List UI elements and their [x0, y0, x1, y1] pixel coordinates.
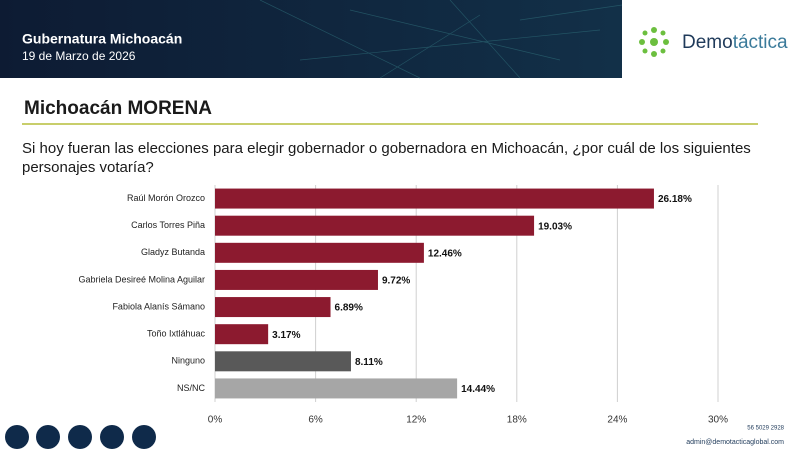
value-label: 9.72%	[382, 276, 410, 287]
logo-part1: Demo	[682, 32, 733, 53]
x-tick-label: 12%	[406, 415, 426, 426]
category-label: Fabiola Alanís Sámano	[112, 301, 205, 311]
chart-subtitle: Si hoy fueran las elecciones para elegir…	[22, 140, 751, 176]
category-label: NS/NC	[177, 383, 206, 393]
bar	[215, 188, 654, 209]
bar	[215, 324, 269, 345]
bar	[215, 242, 424, 263]
header-network	[259, 0, 623, 79]
value-label: 6.89%	[335, 303, 363, 314]
category-label: Gladyz Butanda	[141, 247, 205, 257]
header-title: Gubernatura Michoacán	[22, 31, 182, 47]
phone-icon[interactable]	[100, 425, 124, 449]
x-tick-label: 18%	[507, 415, 527, 426]
x-tick-label: 30%	[708, 415, 728, 426]
x-tick-label: 0%	[208, 415, 223, 426]
bar	[215, 351, 351, 372]
plot: 0% 6% 12% 18% 24% 30% Raúl Morón Orozco 26.18% C…	[78, 185, 728, 426]
header-band	[0, 0, 622, 78]
x-icon[interactable]	[36, 425, 60, 449]
facebook-icon[interactable]	[5, 425, 29, 449]
value-label: 14.44%	[461, 384, 495, 395]
x-tick-label: 6%	[308, 415, 323, 426]
logo-text: Demotáctica	[682, 32, 788, 53]
category-label: Toño Ixtláhuac	[147, 329, 206, 339]
category-label: Ninguno	[171, 356, 205, 366]
category-label: Raúl Morón Orozco	[127, 193, 205, 203]
value-label: 26.18%	[658, 194, 692, 205]
logo-icon	[639, 27, 669, 57]
bar	[215, 215, 535, 236]
bar	[215, 378, 458, 399]
bar	[215, 269, 378, 290]
logo-part2: táctica	[733, 32, 788, 53]
category-label: Carlos Torres Piña	[131, 220, 205, 230]
value-label: 12.46%	[428, 248, 462, 259]
header-date: 19 de Marzo de 2026	[22, 49, 136, 63]
subtitle-box: Si hoy fueran las elecciones para elegir…	[22, 140, 751, 176]
x-tick-label: 24%	[607, 415, 627, 426]
value-label: 3.17%	[272, 330, 300, 341]
social-icons	[5, 425, 156, 449]
instagram-icon[interactable]	[68, 425, 92, 449]
category-label: Gabriela Desireé Molina Aguilar	[78, 274, 205, 284]
value-label: 8.11%	[355, 357, 383, 368]
footer-phone: 56 5029 2928	[747, 426, 784, 432]
bar	[215, 297, 331, 318]
mail-icon[interactable]	[132, 425, 156, 449]
value-label: 19.03%	[538, 221, 572, 232]
chart-title: Michoacán MORENA	[24, 98, 212, 119]
footer-email: admin@demotacticaglobal.com	[686, 439, 784, 446]
